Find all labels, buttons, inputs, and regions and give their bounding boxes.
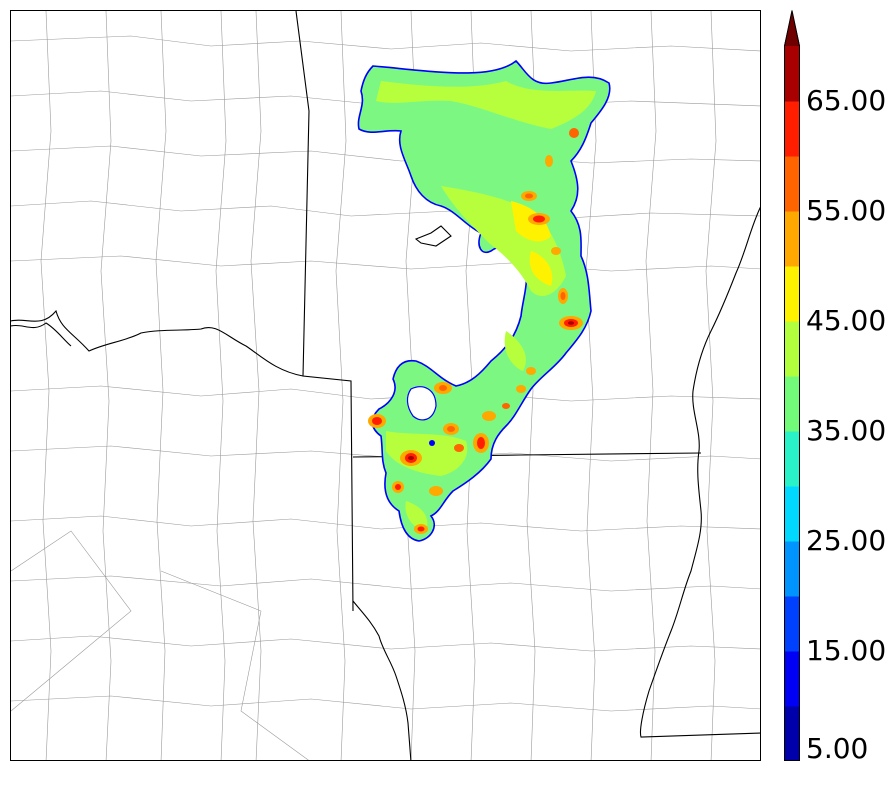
colorbar-segment: [784, 46, 800, 102]
colorbar-tick-label: 35.00: [806, 414, 887, 447]
precip-hotspots: [368, 128, 583, 534]
precip-region-outline: [357, 59, 611, 542]
colorbar-extend-arrow: [784, 10, 800, 46]
colorbar-segment: [784, 211, 800, 267]
colorbar-segment: [784, 101, 800, 157]
colorbar-tick-label: 25.00: [806, 524, 887, 557]
colorbar-tick-label: 55.00: [806, 194, 887, 227]
colorbar-tick-label: 65.00: [806, 84, 887, 117]
colorbar-segment: [784, 156, 800, 212]
colorbar-segment: [784, 266, 800, 322]
colorbar-segment: [784, 596, 800, 652]
colorbar-tick-label: 45.00: [806, 304, 887, 337]
precip-field: [357, 59, 611, 542]
colorbar: [784, 10, 800, 762]
map-canvas: [11, 11, 760, 760]
colorbar-tick-label: 15.00: [806, 634, 887, 667]
colorbar-segment: [784, 376, 800, 432]
colorbar-segment: [784, 651, 800, 707]
colorbar-segment: [784, 321, 800, 377]
colorbar-canvas: [784, 10, 800, 762]
colorbar-segment: [784, 486, 800, 542]
map-panel: [10, 10, 761, 761]
colorbar-tick-label: 5.00: [806, 732, 869, 765]
colorbar-segment: [784, 431, 800, 487]
colorbar-segment: [784, 706, 800, 762]
state-boundaries: [11, 11, 760, 760]
colorbar-segment: [784, 541, 800, 597]
